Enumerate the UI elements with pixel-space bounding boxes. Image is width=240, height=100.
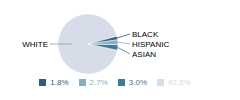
svg-text:WHITE: WHITE [22, 40, 48, 49]
html-text:3.0%: 3.0% [128, 78, 147, 87]
svg-text:BLACK: BLACK [132, 30, 159, 39]
svg-text:HISPANIC: HISPANIC [132, 40, 169, 49]
html-text:1.8%: 1.8% [50, 78, 69, 87]
svg-text:ASIAN: ASIAN [132, 50, 156, 59]
html-text:2.7%: 2.7% [89, 78, 108, 87]
html-text:92.5%: 92.5% [168, 78, 191, 87]
